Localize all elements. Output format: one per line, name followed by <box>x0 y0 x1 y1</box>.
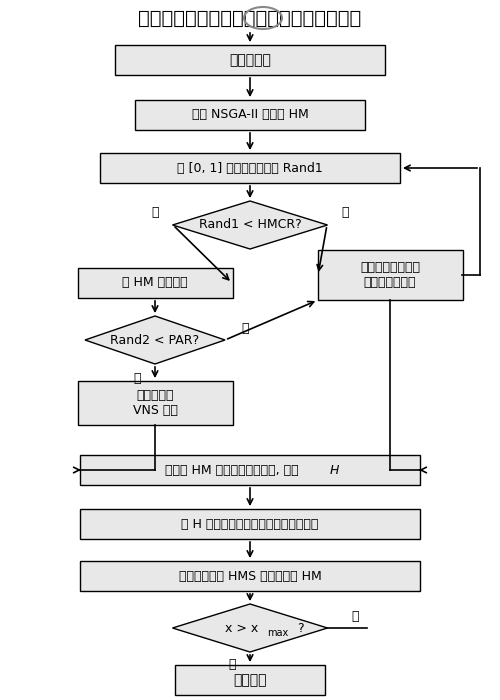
Bar <box>80 455 420 485</box>
Text: 输出结果: 输出结果 <box>233 673 267 687</box>
Text: 在 [0, 1] 范围产生随机数 Rand1: 在 [0, 1] 范围产生随机数 Rand1 <box>177 162 323 174</box>
Text: 锁链回声伤害解析：连锁反应机制深度解读: 锁链回声伤害解析：连锁反应机制深度解读 <box>138 8 362 27</box>
Text: 解的变量在允许的
范围内随机产生: 解的变量在允许的 范围内随机产生 <box>360 261 420 289</box>
Text: Rand1 < HMCR?: Rand1 < HMCR? <box>198 218 302 232</box>
Text: 是: 是 <box>151 206 159 220</box>
Bar <box>80 561 420 591</box>
Text: x > x: x > x <box>226 622 258 634</box>
Text: ?: ? <box>296 622 304 634</box>
Text: 利用 NSGA-II 初始化 HM: 利用 NSGA-II 初始化 HM <box>192 108 308 122</box>
Polygon shape <box>172 201 328 249</box>
Text: Rand2 < PAR?: Rand2 < PAR? <box>110 333 200 346</box>
Text: 是: 是 <box>133 372 141 384</box>
Bar <box>100 153 400 183</box>
Text: 对新解进行
VNS 扰动: 对新解进行 VNS 扰动 <box>132 389 178 417</box>
Bar <box>175 665 325 695</box>
Bar <box>135 100 365 130</box>
Text: 否: 否 <box>351 610 359 622</box>
Text: 对 H 进行快速非支配排序、拥挤度计算: 对 H 进行快速非支配排序、拥挤度计算 <box>182 517 318 531</box>
Text: H: H <box>330 463 338 477</box>
Bar <box>318 250 462 300</box>
Bar <box>78 381 233 425</box>
Bar <box>80 509 420 539</box>
Polygon shape <box>172 604 328 652</box>
Bar <box>115 45 385 75</box>
Text: 将初始 HM 与新产生的解合并, 记为: 将初始 HM 与新产生的解合并, 记为 <box>165 463 299 477</box>
Bar <box>78 268 233 298</box>
Text: 精英选择最优 HMS 个解、更新 HM: 精英选择最优 HMS 个解、更新 HM <box>178 570 322 582</box>
Text: 否: 否 <box>241 321 249 335</box>
Text: 参数初始化: 参数初始化 <box>229 53 271 67</box>
Text: max: max <box>268 628 288 638</box>
Text: 否: 否 <box>341 206 349 220</box>
Text: 在 HM 内选择解: 在 HM 内选择解 <box>122 276 188 290</box>
Polygon shape <box>85 316 225 364</box>
Text: 是: 是 <box>228 657 236 671</box>
